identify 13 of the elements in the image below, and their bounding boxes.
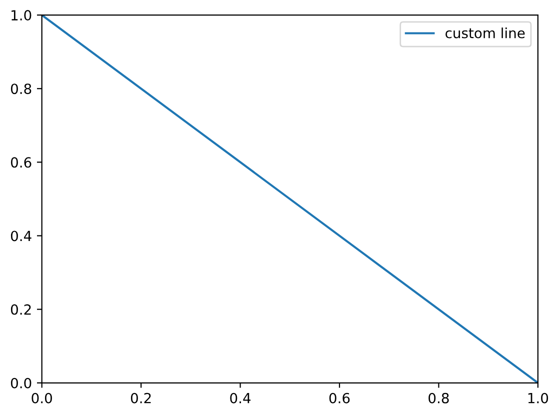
x-tick-label: 0.0 [32, 392, 52, 404]
y-tick-label: 0.2 [10, 304, 31, 315]
y-tick-label: 0.6 [10, 157, 32, 168]
y-tick-label: 0.0 [10, 378, 32, 388]
y-tick-label: 1.0 [12, 10, 32, 21]
y-tick-label: 0.8 [10, 84, 32, 94]
y-tick-label: 0.4 [10, 230, 32, 242]
x-tick-label: 0.4 [230, 392, 251, 404]
x-tick-label: 0.6 [329, 392, 350, 404]
x-tick-label: 0.8 [428, 392, 449, 404]
x-tick-label: 0.2 [130, 392, 151, 404]
legend-label: custom line [446, 28, 525, 38]
x-tick-label: 1.0 [528, 392, 548, 404]
